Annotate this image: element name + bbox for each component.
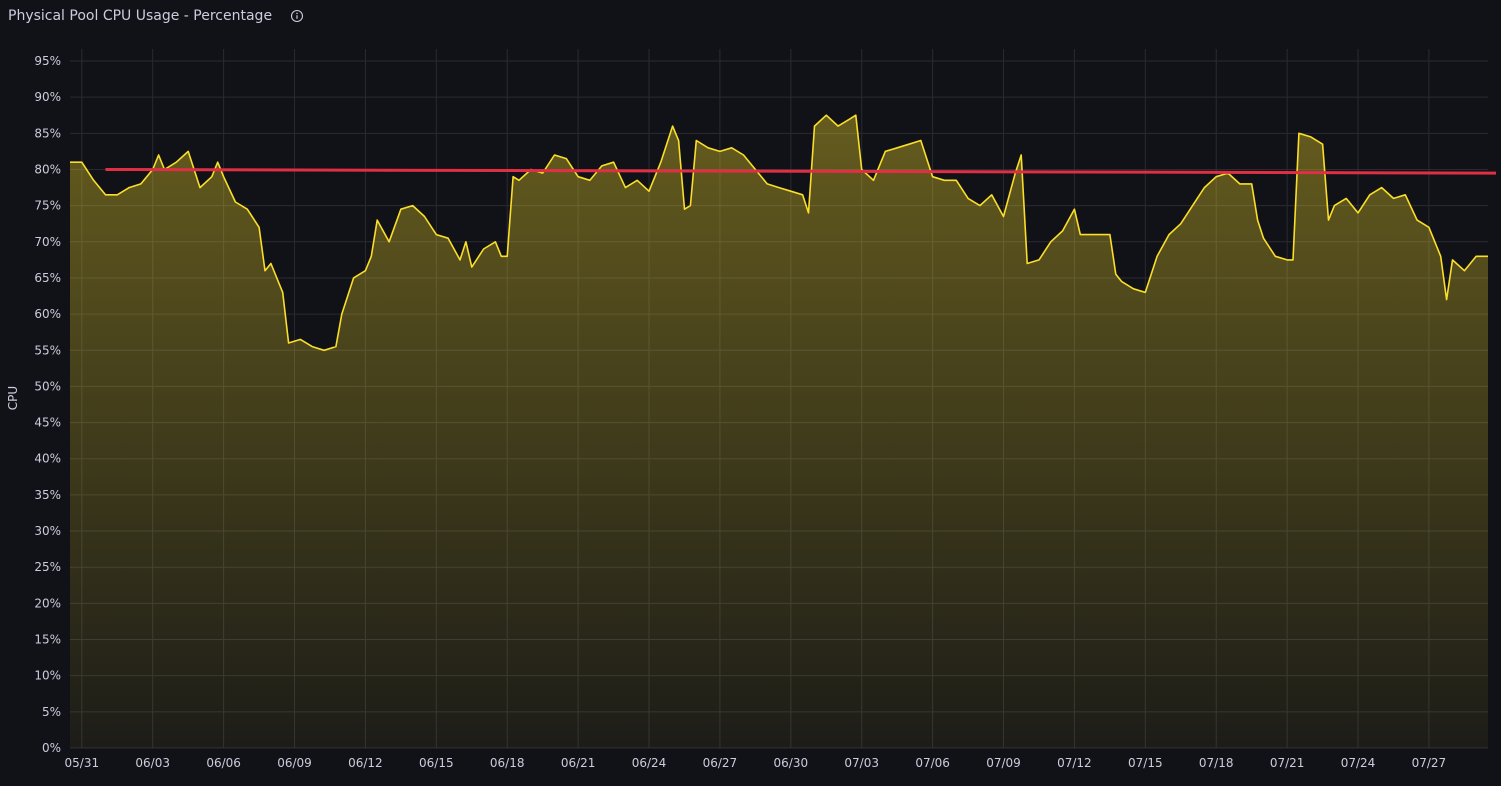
y-tick-label: 45%	[34, 416, 61, 430]
x-tick-label: 07/12	[1057, 756, 1092, 770]
y-tick-label: 30%	[34, 524, 61, 538]
x-tick-label: 05/31	[65, 756, 100, 770]
y-tick-label: 85%	[34, 126, 61, 140]
y-tick-label: 35%	[34, 488, 61, 502]
y-tick-label: 15%	[34, 633, 61, 647]
x-tick-label: 07/21	[1270, 756, 1305, 770]
x-tick-label: 06/03	[135, 756, 170, 770]
x-tick-label: 06/12	[348, 756, 383, 770]
threshold-layer	[105, 167, 1497, 175]
y-tick-label: 5%	[42, 705, 61, 719]
y-tick-label: 60%	[34, 307, 61, 321]
x-tick-label: 06/27	[703, 756, 738, 770]
x-tick-label: 07/27	[1412, 756, 1447, 770]
y-tick-label: 65%	[34, 271, 61, 285]
y-tick-label: 50%	[34, 379, 61, 393]
info-icon[interactable]	[290, 9, 304, 23]
x-tick-label: 07/24	[1341, 756, 1376, 770]
y-tick-label: 75%	[34, 199, 61, 213]
y-tick-label: 55%	[34, 343, 61, 357]
x-tick-label: 07/09	[986, 756, 1021, 770]
y-tick-label: 95%	[34, 54, 61, 68]
y-tick-label: 70%	[34, 235, 61, 249]
y-tick-label: 25%	[34, 560, 61, 574]
panel-title: Physical Pool CPU Usage - Percentage	[8, 8, 273, 24]
y-tick-label: 20%	[34, 596, 61, 610]
y-axis: 0% 5% 10% 15% 20% 25% 30% 35% 40% 45% 50% 55% 60% 65%…	[34, 54, 61, 755]
x-tick-label: 07/06	[915, 756, 950, 770]
x-tick-label: 07/18	[1199, 756, 1234, 770]
x-tick-label: 06/06	[206, 756, 241, 770]
threshold-line	[105, 167, 1497, 175]
y-tick-label: 10%	[34, 669, 61, 683]
x-tick-label: 07/15	[1128, 756, 1163, 770]
y-tick-label: 90%	[34, 90, 61, 104]
y-tick-label: 0%	[42, 741, 61, 755]
x-tick-label: 06/18	[490, 756, 525, 770]
x-tick-label: 06/15	[419, 756, 454, 770]
y-tick-label: 40%	[34, 452, 61, 466]
y-tick-label: 80%	[34, 162, 61, 176]
panel-header: Physical Pool CPU Usage - Percentage	[8, 6, 304, 26]
series-line	[70, 114, 1488, 352]
x-tick-label: 06/21	[561, 756, 596, 770]
x-tick-label: 06/30	[774, 756, 809, 770]
x-tick-label: 06/09	[277, 756, 312, 770]
x-tick-label: 07/03	[844, 756, 879, 770]
y-axis-title: CPU	[6, 386, 20, 410]
x-tick-label: 06/24	[632, 756, 667, 770]
series-area	[70, 115, 1488, 748]
series-layer	[70, 114, 1488, 748]
x-axis: 05/31 06/03 06/06 06/09 06/12 06/15 06/18 06/21…	[65, 756, 1447, 770]
